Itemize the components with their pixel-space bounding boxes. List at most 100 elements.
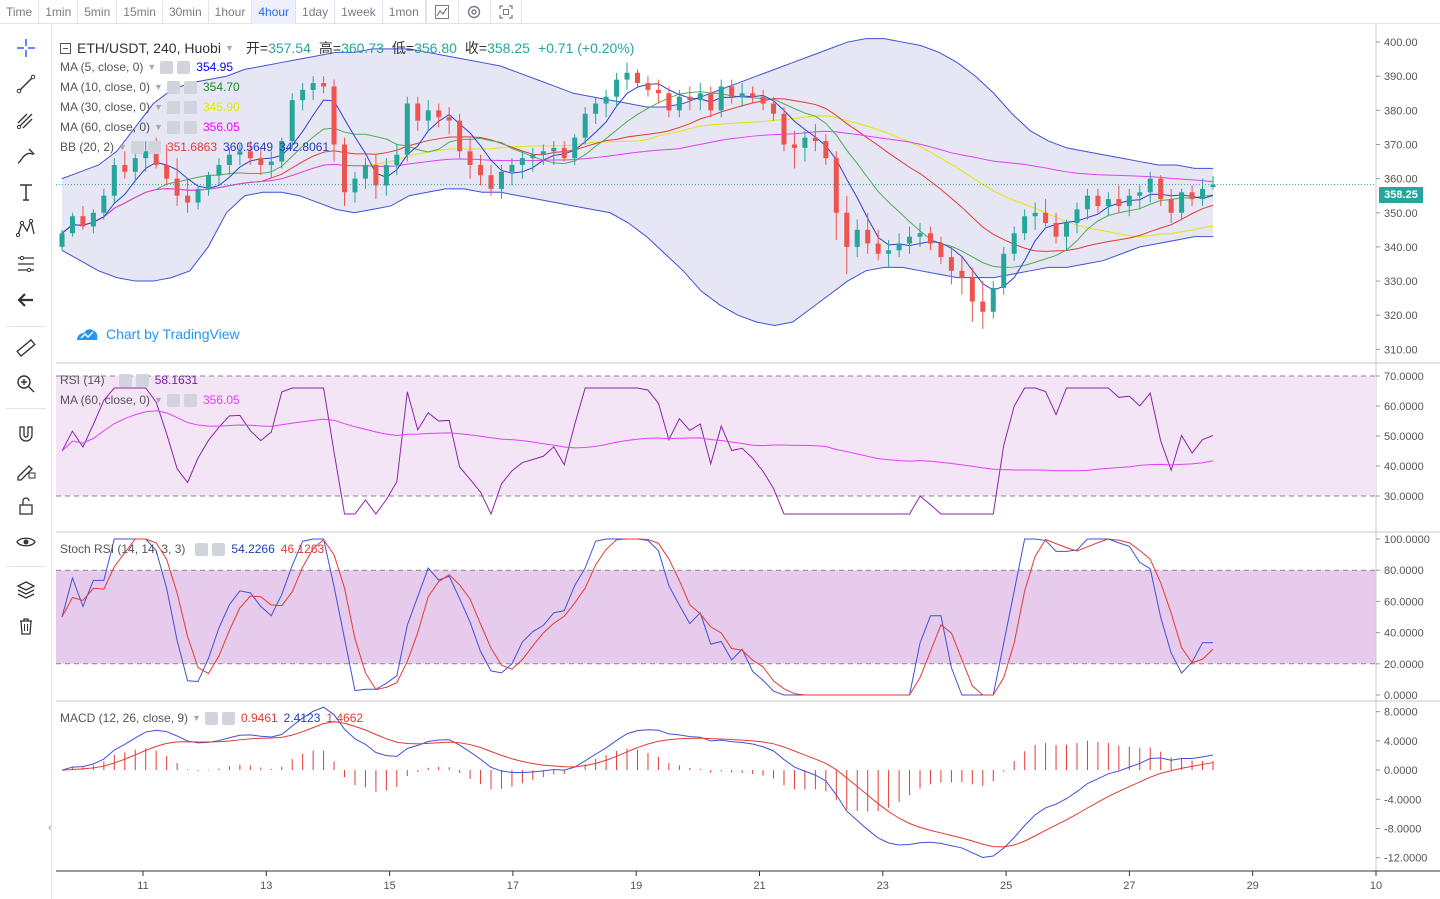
trash-icon[interactable] [12, 612, 40, 640]
lock-draw-icon[interactable] [12, 456, 40, 484]
settings-icon[interactable] [204, 711, 218, 725]
timeframe-1week[interactable]: 1week [341, 4, 376, 19]
time-tick-label: 23 [877, 880, 889, 892]
close-icon[interactable] [221, 711, 235, 725]
scroll-left-icon[interactable]: ‹ [48, 822, 52, 834]
settings-icon[interactable] [457, 0, 490, 24]
settings-icon[interactable] [166, 100, 180, 114]
trendline-icon[interactable] [12, 70, 40, 98]
settings-icon[interactable] [166, 393, 180, 407]
timeframe-5min[interactable]: 5min [84, 4, 111, 19]
timeframe-4hour[interactable]: 4hour [252, 0, 296, 24]
layers-icon[interactable] [12, 576, 40, 604]
collapse-icon[interactable] [60, 42, 71, 54]
indicator-label[interactable]: MA (10, close, 0) [60, 80, 151, 94]
crosshair-icon[interactable] [12, 34, 40, 62]
rsi-ma-legend: MA (60, close, 0) ▼ 356.05 [60, 393, 240, 407]
timeframe-15min[interactable]: 15min [123, 4, 156, 19]
timeframe-1min[interactable]: 1min [45, 4, 72, 19]
chevron-down-icon[interactable]: ▼ [118, 142, 127, 152]
toolbar-divider [207, 0, 209, 24]
candle-body [551, 147, 557, 152]
settings-icon[interactable] [166, 120, 180, 134]
chevron-down-icon[interactable]: ▼ [147, 62, 157, 72]
close-icon[interactable] [147, 140, 161, 154]
back-arrow-icon[interactable] [12, 286, 40, 314]
candle-body [279, 141, 285, 162]
chevron-down-icon[interactable]: ▼ [192, 713, 201, 723]
stoch-label[interactable]: Stoch RSI (14, 14, 3, 3) [60, 542, 186, 556]
timeframe-1mon[interactable]: 1mon [388, 4, 419, 19]
rsi-ma-label[interactable]: MA (60, close, 0) [60, 393, 151, 407]
indicator-label[interactable]: MA (5, close, 0) [60, 60, 144, 74]
text-icon[interactable] [12, 178, 40, 206]
candle-body [980, 301, 986, 312]
pattern-icon[interactable] [12, 214, 40, 242]
fib-icon[interactable] [12, 250, 40, 278]
timeframe-list: 1min 5min 15min 30min 1hour 4hour 1day 1week 1mo… [39, 0, 426, 24]
magnet-icon[interactable] [12, 420, 40, 448]
settings-icon[interactable] [130, 140, 144, 154]
pitchfork-icon[interactable] [12, 106, 40, 134]
macd-label[interactable]: MACD (12, 26, close, 9) [60, 711, 189, 725]
eye-icon[interactable] [12, 528, 40, 556]
indicator-label[interactable]: BB (20, 2) [60, 140, 115, 154]
chevron-down-icon[interactable]: ▼ [224, 43, 234, 53]
close-icon[interactable] [135, 373, 149, 387]
candle-body [59, 233, 65, 247]
symbol-title[interactable]: ETH/USDT, 240, Huobi [77, 40, 221, 56]
candle-body [666, 93, 672, 111]
tradingview-branding[interactable]: Chart by TradingView [68, 318, 248, 350]
settings-icon[interactable] [166, 80, 180, 94]
settings-icon[interactable] [118, 373, 132, 387]
sidebar-divider [6, 326, 46, 327]
close-icon[interactable] [183, 100, 197, 114]
candle-body [593, 103, 599, 114]
close-icon[interactable] [212, 542, 226, 556]
macd-signal-line [61, 721, 1214, 848]
toolbar-divider [251, 0, 253, 24]
candle-body [1116, 199, 1122, 206]
brush-icon[interactable] [12, 142, 40, 170]
ruler-icon[interactable] [12, 334, 40, 362]
toolbar-divider [116, 0, 118, 24]
indicator-label[interactable]: MA (30, close, 0) [60, 100, 151, 114]
settings-icon[interactable] [195, 542, 209, 556]
timeframe-1hour[interactable]: 1hour [214, 4, 246, 19]
stoch-band [56, 570, 1376, 664]
timeframe-1day[interactable]: 1day [302, 4, 329, 19]
sidebar-divider [6, 566, 46, 567]
chevron-down-icon[interactable]: ▼ [154, 102, 163, 112]
indicator-value: 351.6863 [166, 140, 218, 154]
time-tick-label: 11 [137, 880, 148, 892]
rsi-label[interactable]: RSI (14) [60, 373, 105, 387]
price-tick-label: 330.00 [1384, 276, 1418, 288]
settings-icon[interactable] [160, 60, 174, 74]
indicator-label[interactable]: MA (60, close, 0) [60, 120, 151, 134]
close-icon[interactable] [177, 60, 191, 74]
candle-body [561, 147, 567, 159]
candle-body [1074, 209, 1080, 224]
chevron-down-icon[interactable]: ▼ [154, 395, 163, 405]
candle-body [1032, 212, 1038, 217]
chevron-down-icon[interactable]: ▼ [154, 122, 163, 132]
close-icon[interactable] [183, 80, 197, 94]
candle-body [676, 96, 682, 111]
fullscreen-icon[interactable] [489, 0, 522, 24]
candle-body [708, 93, 714, 111]
toolbar-divider [38, 0, 40, 24]
close-icon[interactable] [183, 120, 197, 134]
line-chart-icon[interactable] [425, 0, 458, 24]
chevron-down-icon[interactable]: ▼ [154, 82, 163, 92]
timeframe-30min[interactable]: 30min [168, 4, 202, 19]
stoch-tick-label: 0.0000 [1384, 690, 1418, 702]
low-value: 356.80 [414, 40, 457, 56]
close-icon[interactable] [183, 393, 197, 407]
candle-body [80, 216, 86, 227]
zoom-in-icon[interactable] [12, 370, 40, 398]
stoch-d-value: 46.1263 [280, 542, 325, 556]
unlock-icon[interactable] [12, 492, 40, 520]
stoch-tick-label: 80.0000 [1384, 565, 1424, 577]
rsi-tick-label: 30.0000 [1384, 491, 1424, 503]
